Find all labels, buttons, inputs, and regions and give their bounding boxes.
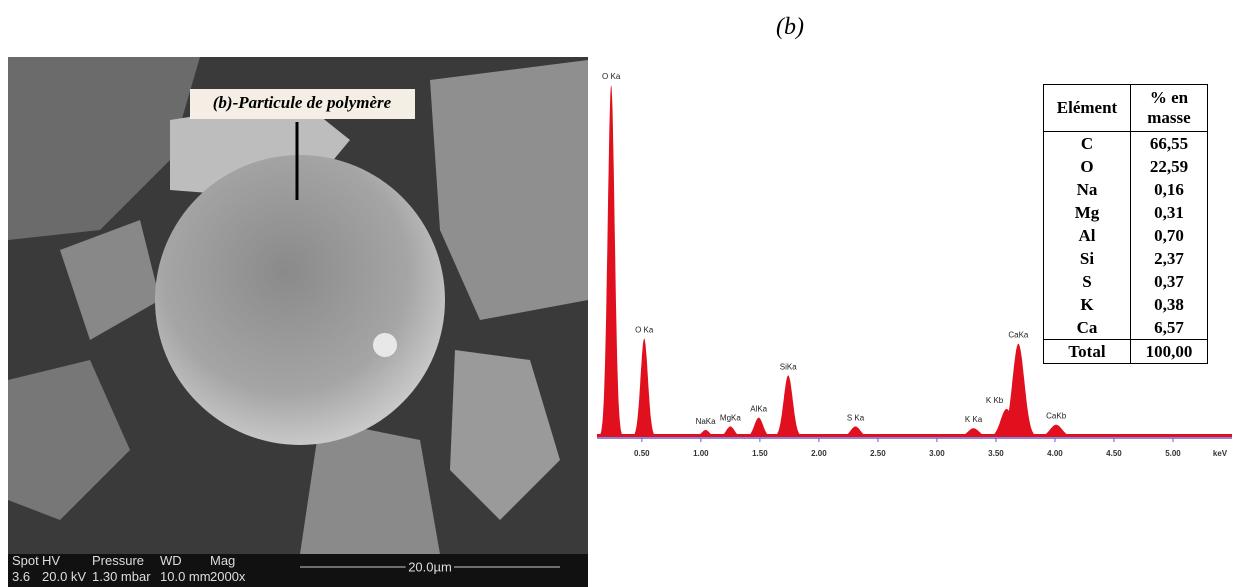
table-row: K 0,38 xyxy=(1043,293,1208,316)
table-cell: O xyxy=(1043,155,1131,178)
peak xyxy=(741,417,777,437)
table-cell: 2,37 xyxy=(1130,247,1208,270)
peak-label: SiKa xyxy=(780,362,797,371)
info-header: HV xyxy=(42,553,60,568)
composition-table: Elément% en masse C 66,55 O 22,59 Na 0,16 Mg 0,3… xyxy=(1043,84,1208,364)
header-cell: % en masse xyxy=(1130,84,1208,132)
x-axis-label: keV xyxy=(1213,449,1228,458)
x-tick-label: 2.00 xyxy=(811,449,827,458)
peak xyxy=(629,338,659,437)
table-cell: 0,38 xyxy=(1130,293,1208,316)
info-value: 3.6 xyxy=(12,569,30,584)
total-cell: Total xyxy=(1043,339,1131,364)
peak-label: CaKb xyxy=(1046,412,1067,421)
peak xyxy=(994,343,1042,437)
table-cell: 0,37 xyxy=(1130,270,1208,293)
x-tick-label: 3.50 xyxy=(988,449,1004,458)
table-row: Elément% en masse xyxy=(1043,84,1208,132)
scale-bar-label: 20.0µm xyxy=(408,559,452,574)
table-row: O 22,59 xyxy=(1043,155,1208,178)
table-cell: 0,16 xyxy=(1130,178,1208,201)
table-cell: 66,55 xyxy=(1130,131,1208,155)
info-header: Pressure xyxy=(92,553,144,568)
sem-image: (b)-Particule de polymère 20.0µm Spot3.6… xyxy=(8,57,588,587)
header-cell: Elément xyxy=(1043,84,1131,132)
x-tick-label: 4.50 xyxy=(1106,449,1122,458)
peak xyxy=(983,408,1030,437)
x-tick-label: 1.00 xyxy=(693,449,709,458)
table-row: Na 0,16 xyxy=(1043,178,1208,201)
info-value: 2000x xyxy=(210,569,246,584)
x-tick-label: 0.50 xyxy=(634,449,650,458)
info-header: Mag xyxy=(210,553,235,568)
peak xyxy=(950,428,997,437)
peak-label: O Ka xyxy=(635,325,654,334)
peak-label: K Kb xyxy=(986,396,1004,405)
table-cell: Si xyxy=(1043,247,1131,270)
table-row: Al 0,70 xyxy=(1043,224,1208,247)
x-tick-label: 5.00 xyxy=(1165,449,1181,458)
info-header: WD xyxy=(160,553,182,568)
table-cell: C xyxy=(1043,131,1131,155)
table-row: Mg 0,31 xyxy=(1043,201,1208,224)
table-cell: Na xyxy=(1043,178,1131,201)
peak-label: AlKa xyxy=(750,405,767,414)
table-cell: K xyxy=(1043,293,1131,316)
peak-label: O Ka xyxy=(602,72,621,81)
spectrum: O Ka O Ka NaKa MgKa AlKa SiKa S Ka K Ka K Kb CaKa… xyxy=(597,72,1232,458)
peak xyxy=(713,426,747,437)
table-cell: Al xyxy=(1043,224,1131,247)
table-row: C 66,55 xyxy=(1043,131,1208,155)
x-tick-label: 1.50 xyxy=(752,449,768,458)
background-noise xyxy=(597,434,1232,437)
peak xyxy=(1031,424,1081,437)
peak xyxy=(770,375,807,437)
peak xyxy=(597,85,625,437)
table-cell: 0,70 xyxy=(1130,224,1208,247)
peak xyxy=(689,430,722,437)
table-row: Total 100,00 xyxy=(1043,339,1208,364)
peak-label: S Ka xyxy=(847,413,865,422)
table-row: Si 2,37 xyxy=(1043,247,1208,270)
table-cell: Ca xyxy=(1043,316,1131,340)
info-value: 20.0 kV xyxy=(42,569,86,584)
table-cell: S xyxy=(1043,270,1131,293)
total-cell: 100,00 xyxy=(1130,339,1208,364)
info-header: Spot xyxy=(12,553,39,568)
table-row: S 0,37 xyxy=(1043,270,1208,293)
peak-label: K Ka xyxy=(965,415,983,424)
info-value: 1.30 mbar xyxy=(92,569,151,584)
table-cell: 0,31 xyxy=(1130,201,1208,224)
peak-label: MgKa xyxy=(720,413,741,422)
x-tick-label: 3.00 xyxy=(929,449,945,458)
peak-label: NaKa xyxy=(696,417,717,426)
peak xyxy=(835,426,876,437)
table-cell: Mg xyxy=(1043,201,1131,224)
sem-label: (b)-Particule de polymère xyxy=(213,93,392,112)
table-row: Ca 6,57 xyxy=(1043,316,1208,340)
peak-label: CaKa xyxy=(1008,331,1029,340)
table-cell: 22,59 xyxy=(1130,155,1208,178)
x-tick-label: 2.50 xyxy=(870,449,886,458)
table-cell: 6,57 xyxy=(1130,316,1208,340)
info-value: 10.0 mm xyxy=(160,569,211,584)
caption: (b) xyxy=(776,14,804,40)
x-tick-label: 4.00 xyxy=(1047,449,1063,458)
